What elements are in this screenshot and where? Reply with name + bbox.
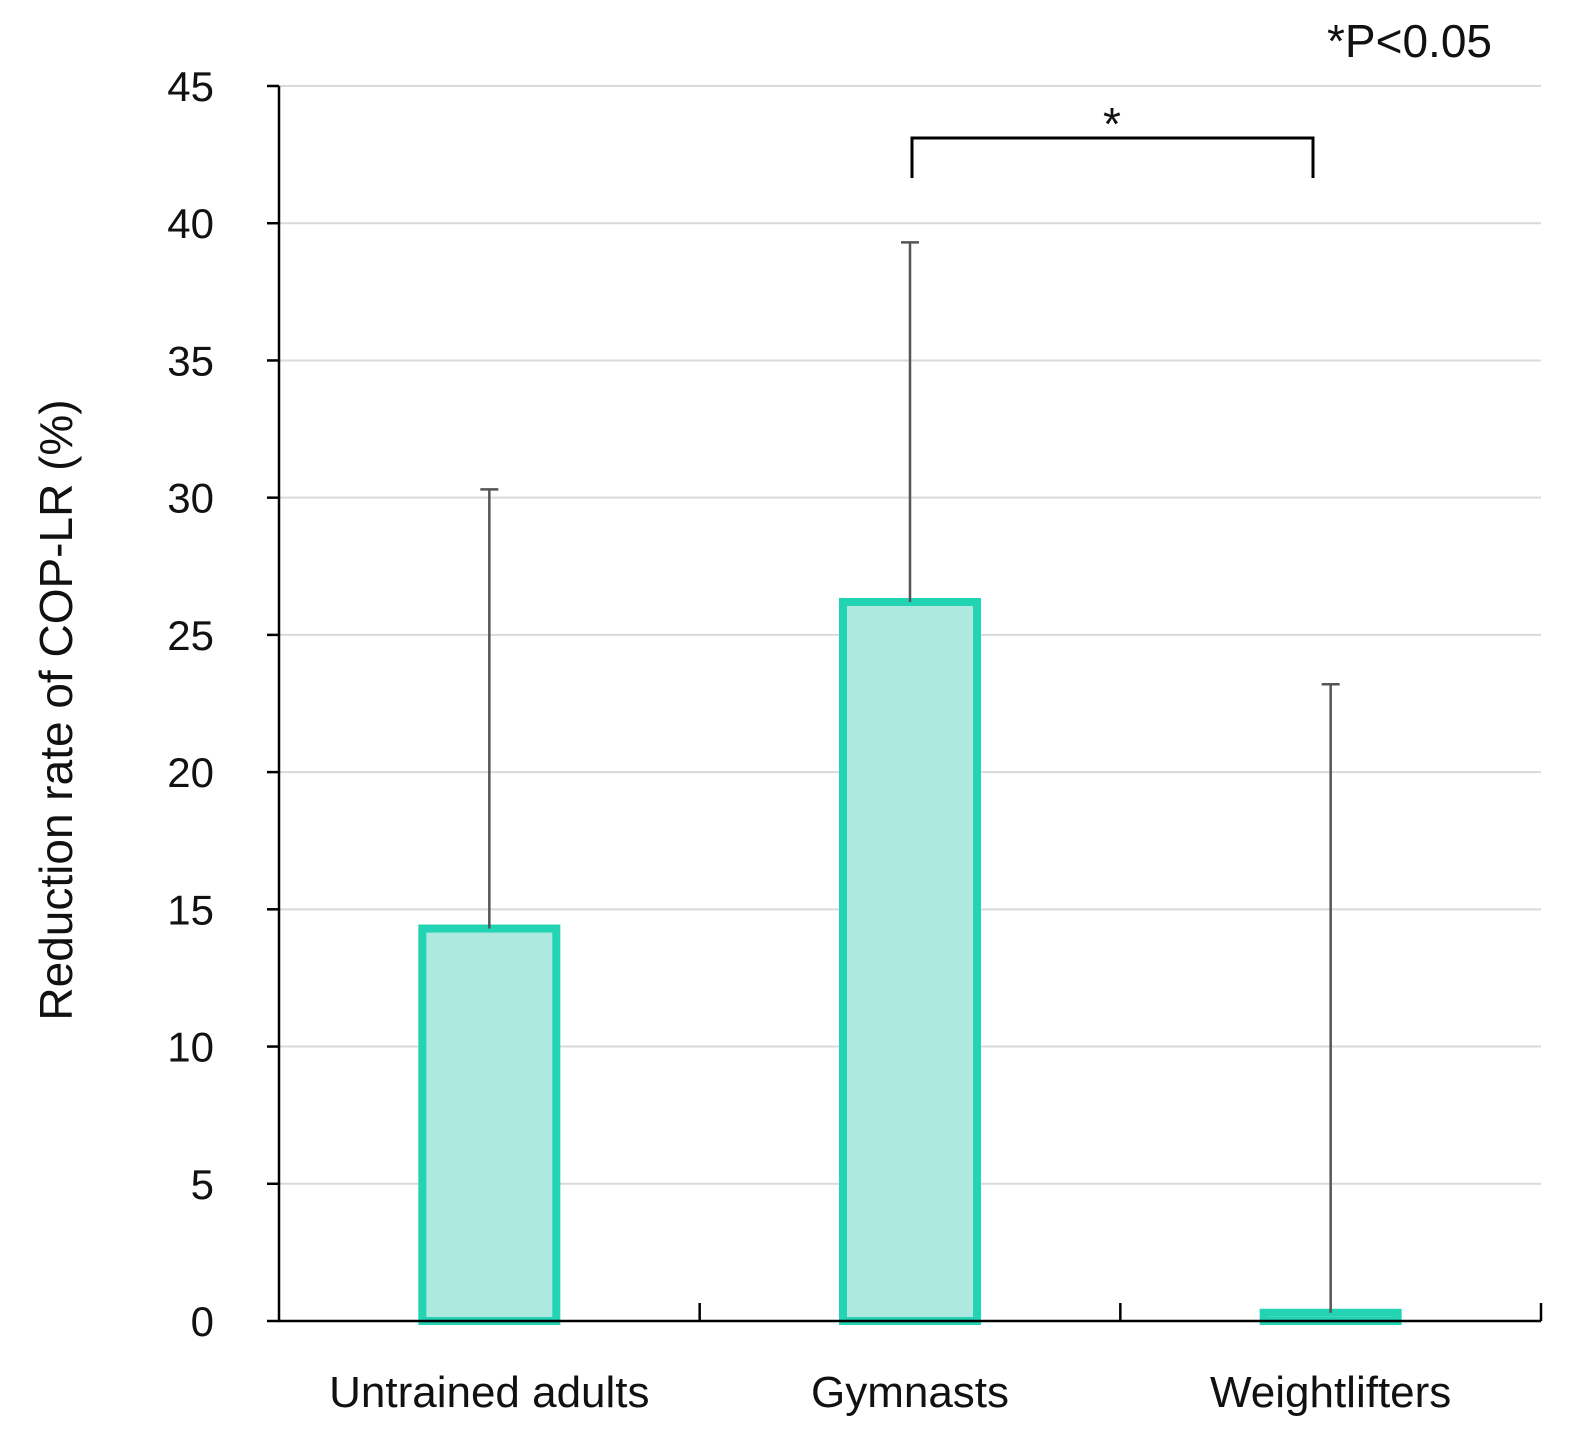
y-tick-label: 20 — [167, 749, 214, 796]
y-tick-label: 10 — [167, 1024, 214, 1071]
y-tick-label: 15 — [167, 886, 214, 933]
p-value-note: *P<0.05 — [1327, 15, 1492, 67]
x-tick-label: Weightlifters — [1210, 1368, 1451, 1417]
bars — [418, 597, 1402, 1326]
y-ticks: 0 5 10 15 20 25 30 35 40 45 — [167, 63, 279, 1345]
y-tick-label: 40 — [167, 200, 214, 247]
x-tick-label: Untrained adults — [329, 1368, 649, 1417]
y-tick-label: 0 — [191, 1298, 214, 1345]
x-ticks: Untrained adults Gymnasts Weightlifters — [329, 1303, 1543, 1417]
axes — [277, 86, 1541, 1323]
y-tick-label: 25 — [167, 612, 214, 659]
error-bars — [480, 241, 1340, 1313]
significance-bracket: * — [910, 98, 1315, 178]
x-tick-label: Gymnasts — [811, 1368, 1009, 1417]
significance-bracket-line — [910, 136, 1315, 178]
y-tick-label: 5 — [191, 1161, 214, 1208]
significance-marker: * — [1103, 98, 1121, 150]
bar — [418, 924, 561, 1325]
y-tick-label: 45 — [167, 63, 214, 110]
bar — [839, 597, 981, 1325]
y-axis-label: Reduction rate of COP-LR (%) — [30, 399, 82, 1020]
y-tick-label: 30 — [167, 475, 214, 522]
y-tick-label: 35 — [167, 337, 214, 384]
